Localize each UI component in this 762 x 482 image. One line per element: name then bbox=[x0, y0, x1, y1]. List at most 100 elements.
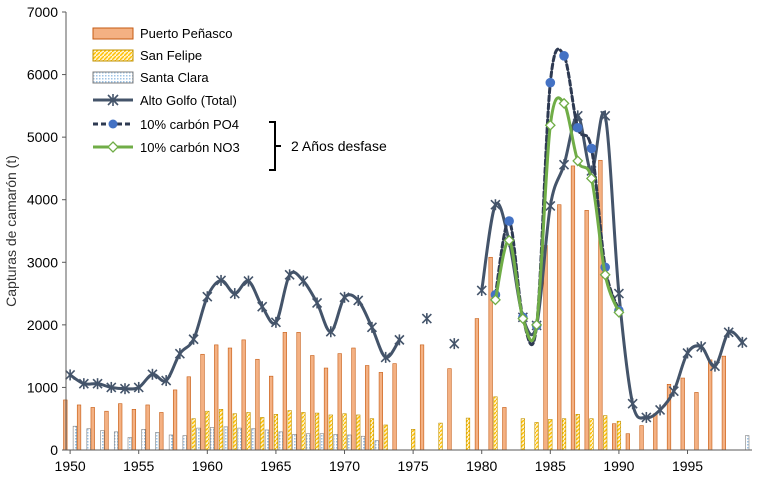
bar-santa-clara bbox=[155, 432, 160, 451]
bar-puerto-penasco bbox=[241, 339, 246, 451]
legend-label-po4: 10% carbón PO4 bbox=[140, 117, 239, 132]
legend-swatch-santa-clara bbox=[92, 71, 134, 84]
point-10-carbon-po4 bbox=[586, 143, 597, 154]
point-alto-golfo-total bbox=[92, 378, 103, 390]
bar-puerto-penasco bbox=[323, 367, 329, 451]
bar-san-felipe bbox=[369, 418, 375, 451]
bar-puerto-penasco bbox=[378, 372, 383, 451]
point-alto-golfo-total bbox=[558, 159, 570, 171]
bar-puerto-penasco bbox=[680, 377, 685, 451]
point-alto-golfo-total bbox=[709, 360, 721, 372]
bar-puerto-penasco bbox=[296, 332, 301, 451]
point-alto-golfo-total bbox=[202, 291, 213, 303]
bar-puerto-penasco bbox=[282, 332, 287, 451]
point-10-carbon-no3 bbox=[503, 234, 515, 246]
point-10-carbon-no3 bbox=[544, 119, 556, 131]
point-alto-golfo-total bbox=[380, 351, 391, 363]
y-tick-label: 2000 bbox=[27, 317, 58, 333]
point-alto-golfo-total bbox=[627, 398, 638, 410]
legend-marker-po4 bbox=[108, 119, 118, 129]
bar-san-felipe bbox=[411, 429, 416, 451]
bar-santa-clara bbox=[196, 427, 201, 451]
bar-puerto-penasco bbox=[488, 256, 493, 451]
x-tick-label: 1995 bbox=[672, 458, 703, 474]
bar-san-felipe bbox=[232, 413, 237, 451]
line-alto-golfo-total bbox=[480, 111, 744, 420]
bar-santa-clara bbox=[347, 434, 352, 451]
point-alto-golfo-total bbox=[325, 326, 336, 338]
bar-san-felipe bbox=[356, 414, 361, 451]
bar-san-felipe bbox=[342, 413, 347, 451]
bar-puerto-penasco bbox=[104, 410, 109, 451]
bar-santa-clara bbox=[127, 437, 132, 451]
bar-puerto-penasco bbox=[570, 165, 576, 451]
x-tick-label: 1950 bbox=[55, 458, 86, 474]
bar-san-felipe bbox=[575, 414, 580, 451]
legend-label-santa-clara: Santa Clara bbox=[140, 70, 209, 85]
bar-santa-clara bbox=[86, 428, 91, 451]
point-10-carbon-po4 bbox=[504, 216, 514, 226]
annotation-bracket bbox=[269, 121, 281, 171]
bar-santa-clara bbox=[374, 440, 379, 451]
point-10-carbon-no3 bbox=[489, 294, 501, 306]
point-alto-golfo-total bbox=[353, 294, 364, 306]
point-alto-golfo-total bbox=[682, 347, 693, 359]
y-axis-title: Capturas de camarón (t) bbox=[3, 155, 19, 307]
legend-label-no3: 10% carbón NO3 bbox=[140, 140, 240, 155]
y-tick-label: 7000 bbox=[27, 4, 58, 20]
bar-santa-clara bbox=[100, 430, 105, 451]
bar-puerto-penasco bbox=[612, 423, 617, 451]
bar-santa-clara bbox=[251, 428, 256, 451]
bar-san-felipe bbox=[616, 420, 622, 451]
x-tick-label: 1970 bbox=[329, 458, 360, 474]
bar-puerto-penasco bbox=[419, 344, 425, 451]
bar-puerto-penasco bbox=[474, 318, 480, 451]
bar-santa-clara bbox=[333, 434, 338, 451]
point-alto-golfo-total bbox=[147, 368, 158, 380]
point-alto-golfo-total bbox=[312, 297, 323, 309]
bar-puerto-penasco bbox=[543, 245, 548, 451]
point-alto-golfo-total bbox=[284, 269, 295, 281]
point-alto-golfo-total bbox=[421, 313, 432, 325]
bar-san-felipe bbox=[260, 417, 265, 451]
point-alto-golfo-total bbox=[229, 288, 240, 300]
bar-san-felipe bbox=[191, 418, 196, 451]
point-alto-golfo-total bbox=[490, 199, 501, 211]
bar-santa-clara bbox=[360, 435, 366, 451]
bar-san-felipe bbox=[438, 422, 443, 451]
point-10-carbon-no3 bbox=[585, 172, 597, 184]
point-10-carbon-no3 bbox=[613, 306, 625, 318]
bar-puerto-penasco bbox=[502, 407, 507, 451]
bar-san-felipe bbox=[383, 424, 388, 451]
point-alto-golfo-total bbox=[270, 316, 281, 328]
annotation-text: 2 Años desfase bbox=[291, 138, 387, 154]
bar-puerto-penasco bbox=[557, 204, 562, 451]
bar-san-felipe bbox=[534, 422, 539, 451]
legend-marker-alto-golfo bbox=[107, 94, 119, 106]
bar-santa-clara bbox=[292, 434, 297, 451]
bars-layer bbox=[63, 159, 750, 451]
point-10-carbon-no3 bbox=[517, 313, 529, 325]
bar-puerto-penasco bbox=[584, 210, 589, 451]
bar-santa-clara bbox=[210, 427, 215, 451]
lines-layer bbox=[65, 47, 748, 423]
point-10-carbon-no3 bbox=[531, 319, 543, 331]
bar-santa-clara bbox=[264, 429, 270, 451]
y-tick-label: 0 bbox=[50, 442, 58, 458]
bar-puerto-penasco bbox=[269, 375, 274, 451]
y-tick-label: 6000 bbox=[27, 67, 58, 83]
point-10-carbon-no3 bbox=[599, 269, 611, 281]
bar-puerto-penasco bbox=[447, 368, 452, 451]
bar-san-felipe bbox=[218, 409, 224, 451]
y-tick-label: 3000 bbox=[27, 254, 58, 270]
bar-san-felipe bbox=[561, 418, 567, 451]
legend-label-puerto-penasco: Puerto Peñasco bbox=[140, 26, 233, 41]
bar-puerto-penasco bbox=[639, 425, 644, 451]
bar-santa-clara bbox=[237, 427, 242, 451]
x-tick-label: 1990 bbox=[603, 458, 634, 474]
bar-san-felipe bbox=[273, 414, 279, 451]
point-alto-golfo-total bbox=[106, 381, 117, 393]
bar-puerto-penasco bbox=[351, 347, 356, 451]
bar-santa-clara bbox=[223, 426, 228, 451]
